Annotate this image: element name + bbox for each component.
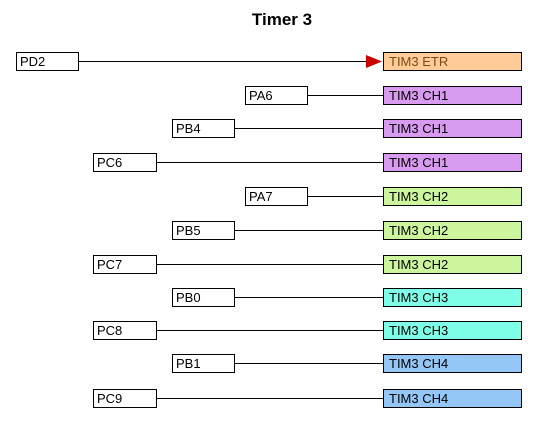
- connection-row: PA6 TIM3 CH1: [245, 86, 522, 105]
- pin-label: PC6: [97, 155, 122, 170]
- diagram-title: Timer 3: [252, 10, 312, 29]
- connection-row: PA7 TIM3 CH2: [245, 187, 522, 206]
- pin-label: PB4: [176, 121, 201, 136]
- pin-label: PB5: [176, 223, 201, 238]
- function-box: [383, 354, 522, 373]
- connection-row: PC8 TIM3 CH3: [93, 321, 522, 340]
- function-label: TIM3 CH3: [389, 290, 448, 305]
- function-box: [383, 321, 522, 340]
- pin-label: PC9: [97, 391, 122, 406]
- arrow-head-icon: [366, 55, 382, 68]
- function-box: [383, 187, 522, 206]
- function-box: [383, 52, 522, 71]
- function-box: [383, 86, 522, 105]
- pin-label: PB1: [176, 356, 201, 371]
- connection-row: PD2 TIM3 ETR: [16, 52, 522, 71]
- function-box: [383, 119, 522, 138]
- connection-row: PC6 TIM3 CH1: [93, 153, 522, 172]
- function-box: [383, 153, 522, 172]
- function-label: TIM3 CH1: [389, 121, 448, 136]
- function-label: TIM3 CH2: [389, 257, 448, 272]
- function-label: TIM3 CH4: [389, 356, 448, 371]
- function-box: [383, 389, 522, 408]
- function-label: TIM3 CH4: [389, 391, 448, 406]
- pin-label: PB0: [176, 290, 201, 305]
- pin-label: PA6: [249, 88, 273, 103]
- connection-row: PB4 TIM3 CH1: [172, 119, 522, 138]
- function-box: [383, 288, 522, 307]
- function-label: TIM3 CH1: [389, 155, 448, 170]
- pin-label: PC8: [97, 323, 122, 338]
- connection-row: PB0 TIM3 CH3: [172, 288, 522, 307]
- function-label: TIM3 CH3: [389, 323, 448, 338]
- connection-row: PB1 TIM3 CH4: [172, 354, 522, 373]
- function-box: [383, 221, 522, 240]
- pin-label: PC7: [97, 257, 122, 272]
- connection-row: PC9 TIM3 CH4: [93, 389, 522, 408]
- function-box: [383, 255, 522, 274]
- function-label: TIM3 ETR: [389, 54, 448, 69]
- connection-rows: PD2 TIM3 ETR PA6 TIM3 CH1 PB4 TIM3 CH1 PC6 TIM3…: [16, 52, 522, 408]
- connection-row: PC7 TIM3 CH2: [93, 255, 522, 274]
- function-label: TIM3 CH2: [389, 189, 448, 204]
- connection-row: PB5 TIM3 CH2: [172, 221, 522, 240]
- pin-label: PA7: [249, 189, 273, 204]
- pin-label: PD2: [20, 54, 45, 69]
- function-label: TIM3 CH1: [389, 88, 448, 103]
- function-label: TIM3 CH2: [389, 223, 448, 238]
